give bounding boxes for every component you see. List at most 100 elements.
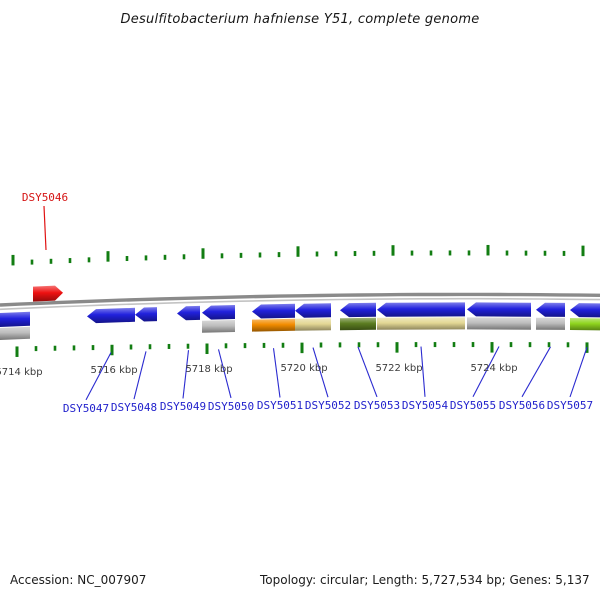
gene-tick-upper <box>68 258 72 264</box>
gene-label-DSY5047[interactable]: DSY5047 <box>62 401 110 415</box>
gene-tick-upper <box>201 248 205 259</box>
gene-tick-lower <box>319 342 323 348</box>
label-leader-line <box>217 349 232 399</box>
gene-tick-upper <box>448 250 452 256</box>
gene-tick-upper <box>277 252 281 258</box>
accession-text: Accession: NC_007907 <box>10 573 147 587</box>
gene-tick-lower <box>262 342 266 348</box>
gene-tick-upper <box>505 250 509 256</box>
gene-category-bar-partial <box>0 326 30 340</box>
label-leader-line-red <box>43 205 47 251</box>
gene-category-bar-DSY5051 <box>252 318 295 332</box>
gene-tick-upper <box>106 251 110 262</box>
gene-label-DSY5052[interactable]: DSY5052 <box>304 399 352 413</box>
label-leader-line <box>472 346 500 398</box>
gene-tick-lower <box>15 346 19 357</box>
gene-tick-lower <box>376 342 380 348</box>
gene-tick-lower <box>53 345 57 351</box>
label-leader-line <box>569 346 588 398</box>
gene-label-DSY5051[interactable]: DSY5051 <box>256 399 304 413</box>
gene-arrow-DSY5054[interactable] <box>377 302 465 317</box>
gene-arrow-DSY5055[interactable] <box>467 302 531 317</box>
gene-tick-lower <box>72 345 76 351</box>
gene-category-bar-DSY5055 <box>467 317 531 330</box>
gene-tick-lower <box>281 342 285 348</box>
gene-tick-lower <box>357 342 361 348</box>
gene-tick-upper <box>239 252 243 258</box>
gene-tick-lower <box>129 344 133 350</box>
label-leader-line <box>133 351 147 400</box>
genome-backbone-shadow <box>0 297 600 311</box>
gene-tick-upper <box>49 258 53 264</box>
gene-tick-lower <box>91 345 95 351</box>
label-leader-line <box>357 346 378 398</box>
gene-tick-upper <box>524 250 528 256</box>
scale-label-5718: 5718 kbp <box>185 364 233 376</box>
gene-tick-upper <box>258 252 262 258</box>
gene-tick-upper <box>372 250 376 256</box>
label-leader-line <box>521 346 551 398</box>
gene-tick-lower <box>110 344 114 356</box>
gene-arrow-DSY5052[interactable] <box>295 303 331 318</box>
gene-label-DSY5048[interactable]: DSY5048 <box>110 401 158 415</box>
gene-tick-lower <box>167 343 171 349</box>
gene-tick-lower <box>509 342 513 348</box>
genome-summary-text: Topology: circular; Length: 5,727,534 bp… <box>260 573 590 587</box>
gene-arrow-DSY5046[interactable] <box>33 285 63 302</box>
gene-tick-lower <box>528 342 532 348</box>
gene-tick-lower <box>300 342 304 354</box>
gene-label-DSY5053[interactable]: DSY5053 <box>353 398 401 412</box>
gene-tick-lower <box>395 342 399 353</box>
gene-label-DSY5055[interactable]: DSY5055 <box>449 398 497 412</box>
gene-tick-lower <box>566 342 570 348</box>
gene-label-DSY5049[interactable]: DSY5049 <box>159 400 207 414</box>
gene-tick-lower <box>34 346 38 352</box>
gene-label-DSY5046[interactable]: DSY5046 <box>21 191 69 204</box>
gene-tick-lower <box>148 344 152 350</box>
label-leader-line <box>272 348 281 398</box>
gene-label-DSY5056[interactable]: DSY5056 <box>498 398 546 412</box>
gene-category-bar-DSY5056 <box>536 317 565 330</box>
genome-backbone <box>0 292 600 307</box>
gene-tick-upper <box>315 251 319 257</box>
gene-tick-upper <box>144 255 148 261</box>
gene-tick-upper <box>391 245 395 256</box>
gene-tick-lower <box>471 342 475 348</box>
gene-arrow-DSY5053[interactable] <box>340 302 376 318</box>
gene-tick-upper <box>220 253 224 259</box>
figure-title: Desulfitobacterium hafniense Y51, comple… <box>120 12 480 27</box>
scale-label-5720: 5720 kbp <box>280 363 328 375</box>
scale-label-5724: 5724 kbp <box>470 362 518 374</box>
gene-label-DSY5050[interactable]: DSY5050 <box>207 399 255 413</box>
gene-arrow-partial[interactable] <box>0 311 30 327</box>
gene-arrow-DSY5050[interactable] <box>202 305 235 320</box>
gene-arrow-DSY5048[interactable] <box>135 307 157 322</box>
gene-tick-upper <box>30 259 34 265</box>
gene-tick-upper <box>87 257 91 263</box>
label-leader-line <box>182 350 190 399</box>
scale-label-5722: 5722 kbp <box>375 362 423 374</box>
gene-arrow-DSY5049[interactable] <box>177 305 200 321</box>
gene-arrow-DSY5057[interactable] <box>570 303 600 318</box>
gene-tick-lower <box>490 342 494 353</box>
gene-arrow-DSY5056[interactable] <box>536 302 565 317</box>
scale-label-5716: 5716 kbp <box>90 365 138 377</box>
gene-label-DSY5057[interactable]: DSY5057 <box>546 398 594 412</box>
gene-tick-upper <box>353 251 357 257</box>
gene-tick-upper <box>562 250 566 256</box>
gene-tick-lower <box>547 342 551 348</box>
gene-label-DSY5054[interactable]: DSY5054 <box>401 398 449 412</box>
gene-tick-lower <box>224 343 228 349</box>
scale-label-5714: 5714 kbp <box>0 367 43 379</box>
gene-tick-upper <box>182 254 186 260</box>
gene-tick-lower <box>433 342 437 348</box>
gene-tick-upper <box>467 250 471 256</box>
label-leader-line <box>312 347 329 398</box>
gene-arrow-DSY5047[interactable] <box>87 307 135 324</box>
gene-tick-upper <box>581 245 585 257</box>
label-leader-line <box>85 352 112 401</box>
gene-arrow-DSY5051[interactable] <box>252 303 295 319</box>
gene-category-bar-DSY5053 <box>340 317 376 331</box>
